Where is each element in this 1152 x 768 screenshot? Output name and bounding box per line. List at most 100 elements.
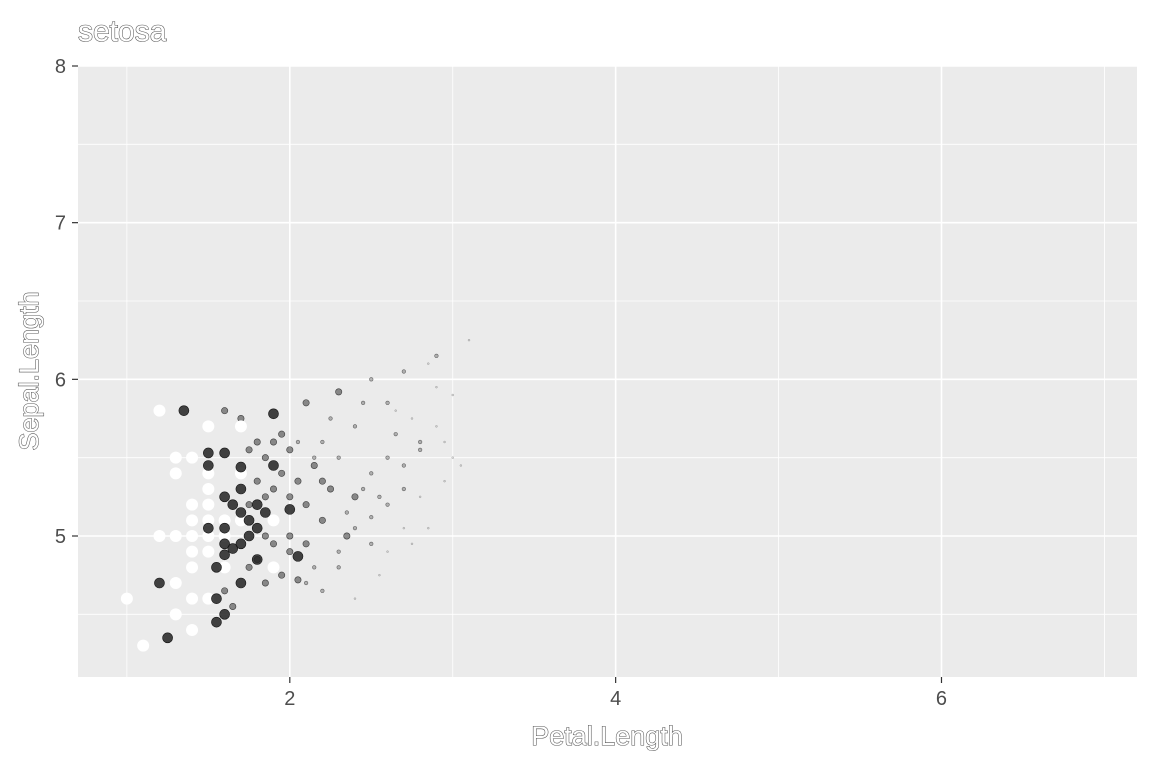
data-point (312, 455, 317, 460)
y-axis-title: Sepal.Length (14, 291, 44, 450)
data-point (402, 527, 405, 530)
data-point (186, 530, 199, 542)
data-point (270, 438, 278, 446)
y-tick-label: 8 (55, 56, 66, 78)
data-point (394, 409, 397, 412)
data-point (435, 425, 438, 428)
data-point (302, 501, 310, 509)
data-point (169, 451, 182, 464)
data-point (451, 393, 454, 397)
data-point (385, 502, 390, 507)
data-point (186, 561, 199, 574)
data-point (336, 565, 341, 570)
data-point (361, 400, 366, 405)
data-point (435, 386, 438, 389)
data-point (235, 483, 247, 495)
data-point (268, 408, 279, 420)
data-point (286, 446, 294, 454)
data-point (467, 339, 471, 342)
data-point (401, 369, 406, 374)
data-point (303, 580, 309, 586)
data-point (261, 532, 269, 540)
data-point (186, 514, 199, 527)
data-point (344, 510, 349, 515)
data-point (235, 538, 247, 550)
data-point (302, 399, 310, 407)
data-point (418, 495, 422, 498)
data-point (245, 563, 253, 571)
data-point (203, 522, 214, 534)
data-point (169, 530, 182, 542)
data-point (385, 455, 390, 460)
data-point (351, 493, 359, 501)
data-point (427, 362, 430, 365)
data-point (253, 477, 261, 485)
data-point (418, 439, 423, 445)
data-point (369, 471, 374, 476)
data-point (410, 542, 414, 545)
data-point (378, 574, 381, 577)
grid-major (78, 65, 1137, 677)
data-point (327, 485, 335, 493)
data-point (401, 486, 406, 492)
data-point (393, 432, 398, 437)
data-point (294, 576, 302, 584)
data-point (292, 551, 304, 562)
data-point (234, 420, 247, 433)
data-point (120, 592, 133, 605)
data-point (235, 577, 247, 589)
data-point (154, 577, 165, 589)
data-point (418, 447, 423, 452)
data-point (286, 493, 294, 501)
data-point (169, 467, 182, 480)
data-point (260, 507, 271, 518)
data-point (186, 624, 199, 636)
data-point (203, 460, 214, 471)
data-point (153, 530, 166, 542)
data-point (235, 507, 247, 518)
data-point (227, 543, 239, 554)
data-point (312, 565, 317, 570)
data-point (186, 498, 199, 511)
x-tick-label: 2 (284, 688, 295, 710)
data-point (218, 530, 231, 542)
data-point (369, 541, 374, 546)
data-point (386, 550, 389, 553)
y-tick-label: 5 (55, 526, 66, 548)
data-point (221, 587, 229, 595)
data-point (270, 485, 278, 493)
data-point (267, 514, 280, 527)
data-point (294, 477, 302, 485)
data-point (202, 514, 215, 527)
data-point (203, 447, 214, 459)
plot-panel (78, 66, 1137, 677)
data-point (251, 554, 263, 565)
data-point (318, 516, 326, 524)
data-point (284, 504, 296, 515)
data-point (229, 602, 237, 610)
data-point (261, 493, 269, 501)
data-point (361, 486, 366, 492)
chart-title: setosa (78, 15, 167, 48)
data-point (218, 561, 231, 574)
data-point (278, 571, 286, 579)
data-point (318, 477, 326, 485)
data-point (352, 526, 358, 531)
data-point (302, 540, 310, 548)
data-point (219, 549, 230, 561)
data-point (178, 405, 190, 416)
data-point (320, 588, 325, 593)
data-point (286, 532, 294, 540)
data-point (295, 439, 301, 445)
data-point (385, 400, 390, 405)
data-point (162, 632, 173, 644)
data-point (443, 440, 446, 444)
data-point (401, 463, 406, 468)
data-point (270, 540, 278, 548)
data-point (234, 514, 247, 527)
data-point (186, 451, 199, 464)
data-point (353, 597, 357, 600)
data-point (377, 494, 382, 499)
data-point (245, 446, 253, 454)
data-point (219, 447, 230, 459)
